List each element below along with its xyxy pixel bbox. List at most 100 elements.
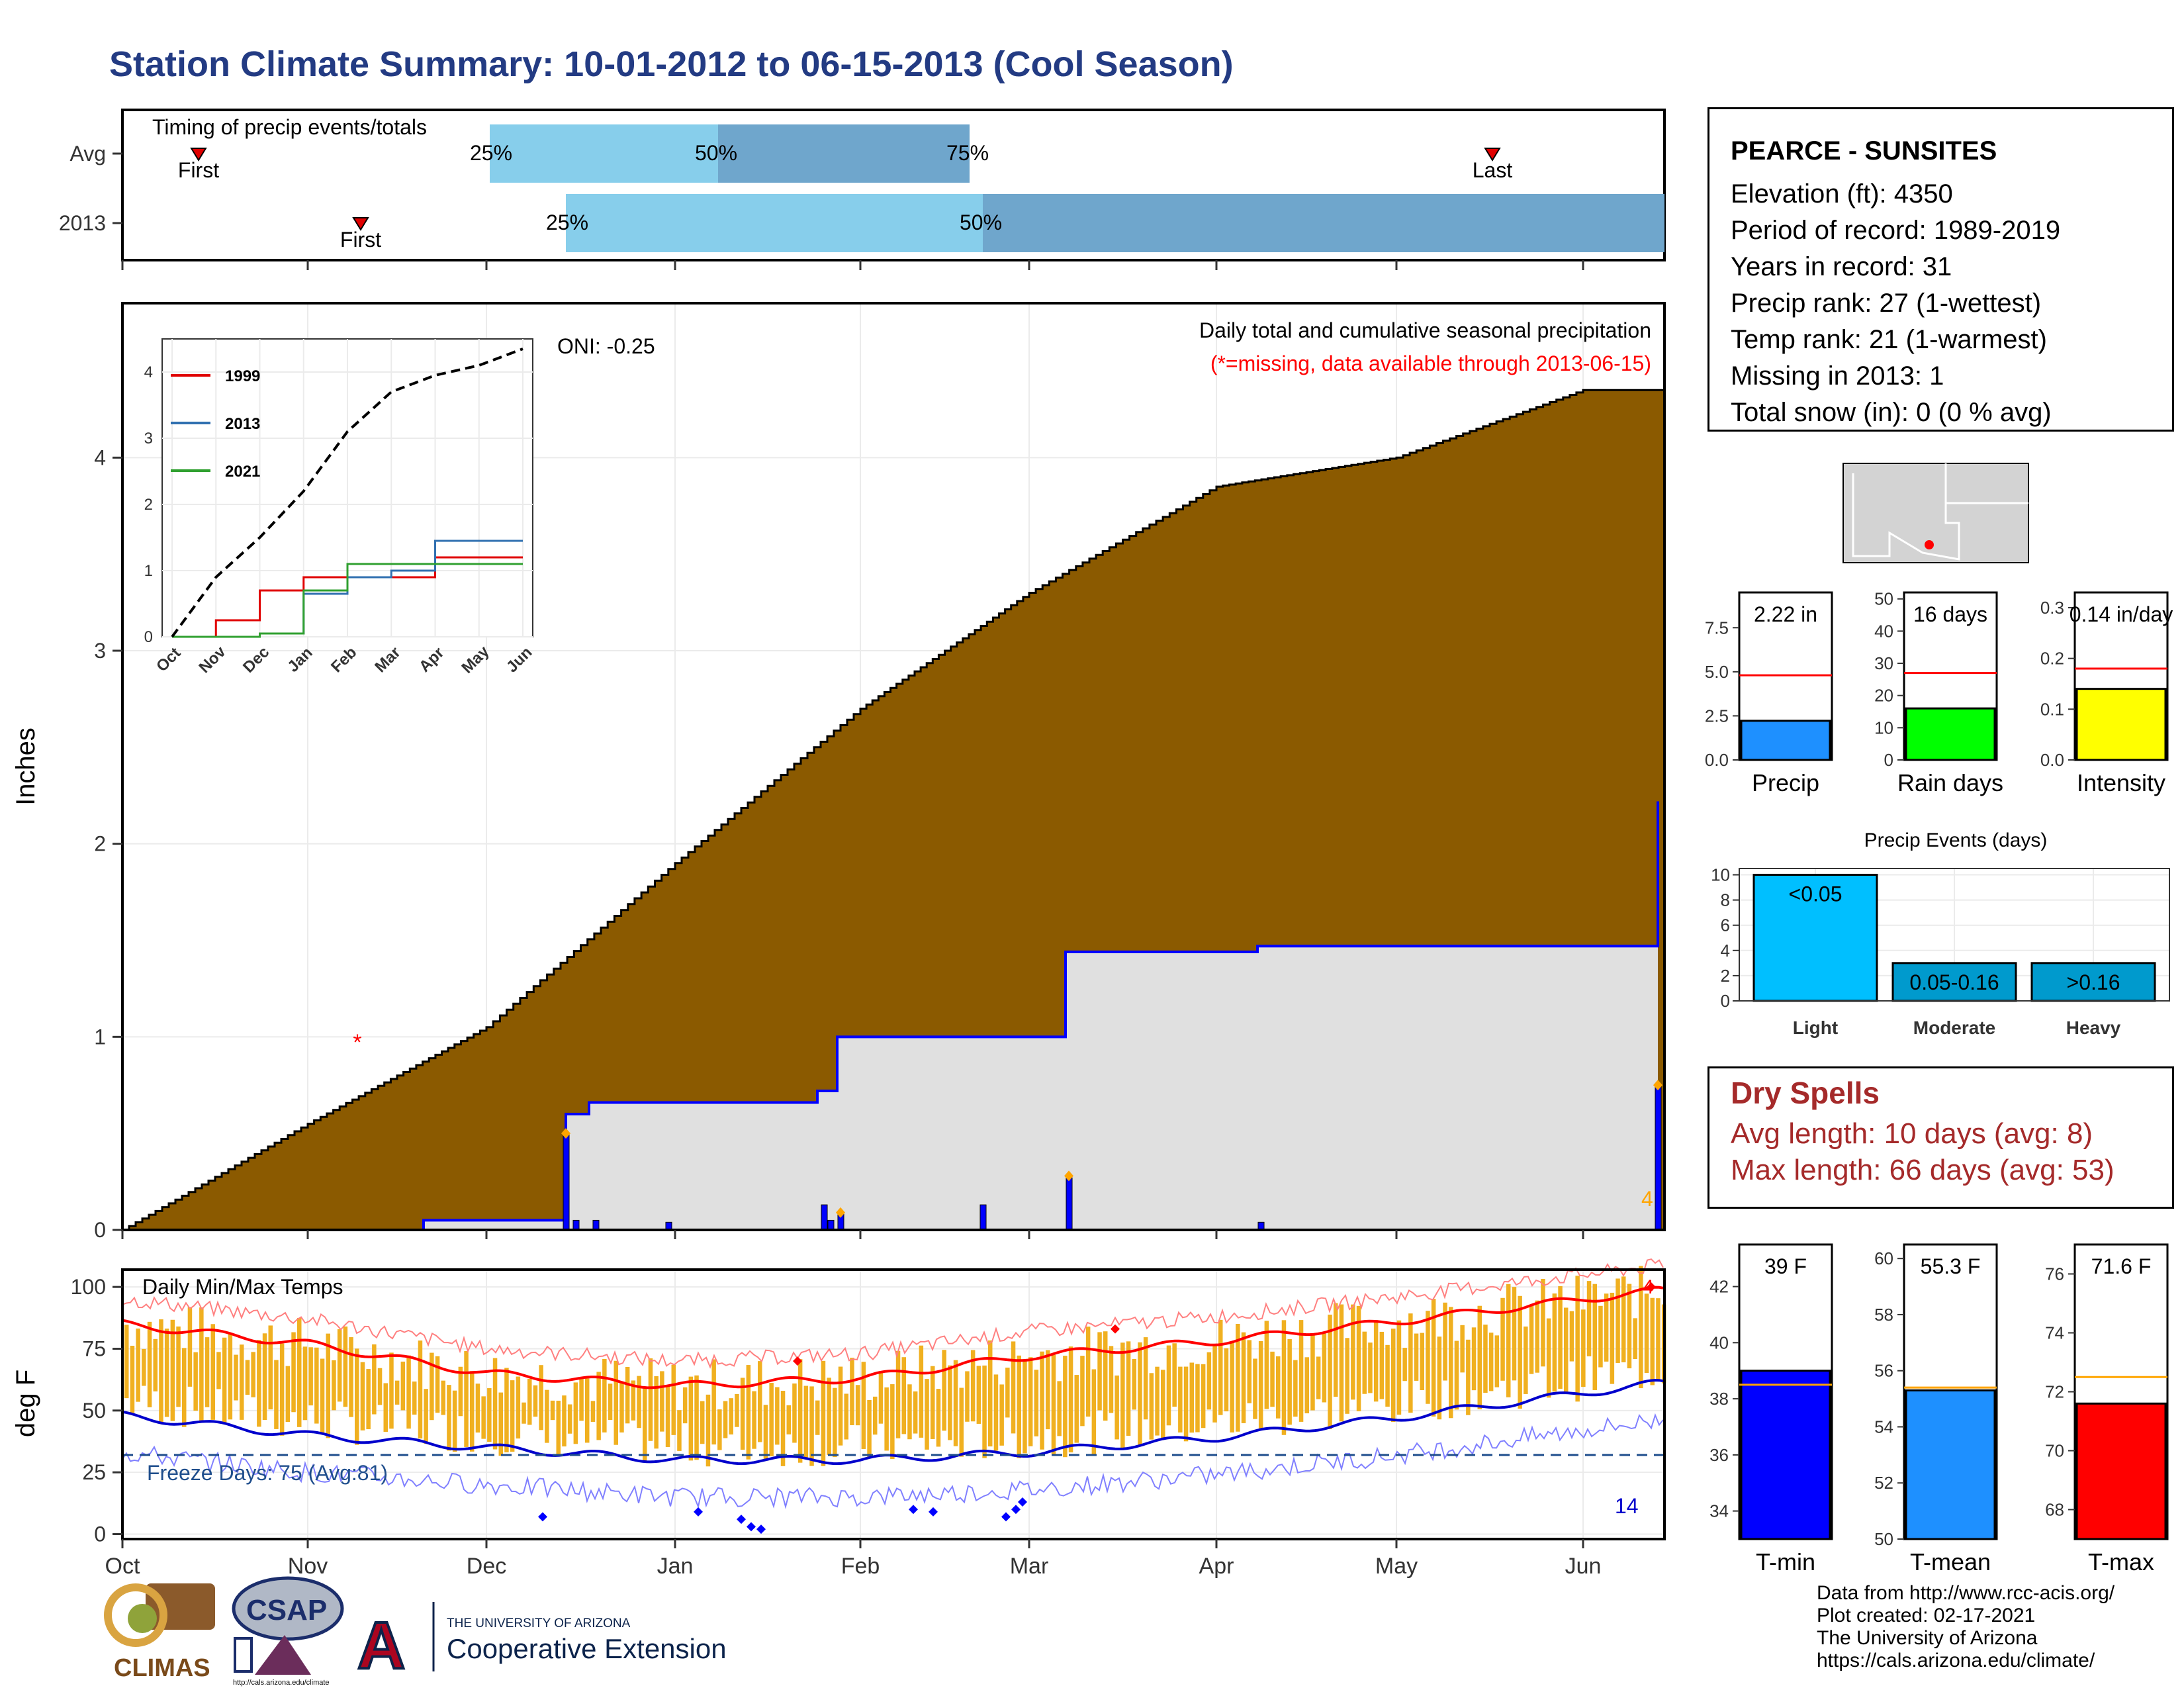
cumulative-2013-area (122, 946, 1658, 1230)
daily-temp-bar (1362, 1331, 1367, 1394)
daily-temp-bar (1068, 1346, 1073, 1453)
x-tick-label: Jun (1565, 1554, 1602, 1579)
inset-y-tick-label: 1 (144, 562, 153, 580)
daily-temp-bar (1449, 1307, 1453, 1419)
y-tick-label: 60 (1874, 1248, 1893, 1268)
max-event-marker (1064, 1170, 1073, 1182)
daily-temp-bar (1230, 1341, 1234, 1432)
daily-temp-bar (1120, 1342, 1125, 1450)
daily-temp-bar (1524, 1326, 1528, 1394)
credit-line: Data from http://www.rcc-acis.org/ (1817, 1582, 2115, 1604)
daily-temp-bar (665, 1385, 670, 1447)
climas-logo-text: CLIMAS (114, 1654, 210, 1682)
daily-temp-bar (1650, 1297, 1655, 1385)
daily-temp-bar (867, 1399, 872, 1458)
daily-temp-bar (619, 1382, 624, 1432)
daily-temp-bar (516, 1376, 521, 1439)
inset-series-line (172, 563, 523, 638)
record-low-marker (1018, 1497, 1027, 1507)
daily-temp-bar (1040, 1351, 1044, 1450)
events-frame (1739, 868, 2170, 1002)
daily-temp-bar (1322, 1333, 1327, 1403)
daily-temp-bar (389, 1352, 394, 1429)
daily-temp-bar (1575, 1276, 1580, 1402)
daily-temp-bar (873, 1396, 878, 1435)
daily-temp-bar (925, 1379, 929, 1450)
daily-temp-bar (850, 1358, 854, 1426)
bar-category-label: Precip (1752, 769, 1819, 796)
timing-band-25-50 (566, 194, 983, 252)
daily-temp-bar (475, 1383, 480, 1433)
daily-temps-chart: 0 25 50 75 100 Oct Nov Dec Jan Feb Mar Apr May Jun deg… (11, 1258, 1666, 1579)
daily-temp-bar (527, 1378, 532, 1425)
daily-temp-bar (1236, 1323, 1240, 1432)
daily-temp-bar (222, 1337, 227, 1423)
daily-temp-bar (688, 1376, 694, 1461)
daily-temp-bar (1097, 1332, 1102, 1411)
daily-temp-bar (285, 1366, 291, 1423)
daily-temp-bar (729, 1398, 733, 1434)
daily-temp-bar (585, 1378, 590, 1443)
timing-row-label: Avg (69, 142, 106, 165)
daily-temp-bar (643, 1387, 647, 1462)
daily-temp-bar (424, 1389, 428, 1444)
csap-url: http://cals.arizona.edu/climate (233, 1679, 330, 1687)
daily-temp-bar (1103, 1331, 1108, 1421)
bar-value-label: 39 F (1764, 1254, 1807, 1278)
panel-label: Daily Min/Max Temps (142, 1275, 343, 1299)
legend-label: 2013 (225, 415, 260, 433)
y-tick-label: 0 (1884, 750, 1893, 770)
daily-temp-bar (1155, 1366, 1160, 1436)
record-high-marker (793, 1356, 802, 1366)
daily-temp-bar (942, 1350, 946, 1431)
y-tick-label: 3 (94, 639, 106, 663)
daily-temp-bar (1437, 1336, 1442, 1420)
last-marker (1484, 148, 1501, 162)
daily-temp-bar (1166, 1345, 1171, 1426)
inset-y-tick-label: 4 (144, 363, 153, 381)
bar-category-label: T-max (2088, 1548, 2154, 1575)
daily-temp-bar (550, 1400, 555, 1421)
daily-temp-bar (895, 1350, 901, 1438)
first-marker (352, 217, 369, 231)
max-event-marker (1653, 1080, 1662, 1091)
event-bar (2030, 962, 2156, 1002)
first-label: First (340, 228, 381, 252)
daily-temp-bar (596, 1372, 601, 1440)
y-tick-label: 38 (1709, 1389, 1729, 1409)
daily-temp-bar (1334, 1303, 1338, 1397)
record-low-marker (909, 1505, 918, 1515)
daily-temp-bar (1488, 1333, 1494, 1391)
daily-temp-bar (394, 1380, 400, 1405)
daily-temp-bar (464, 1351, 469, 1447)
daily-temp-bar (625, 1366, 630, 1424)
daily-temp-bar (1402, 1348, 1407, 1382)
daily-temp-bar (1339, 1304, 1344, 1422)
daily-temp-bar (965, 1371, 970, 1422)
daily-temp-bar (948, 1365, 952, 1440)
daily-temp-bar (216, 1352, 221, 1389)
count-low: 14 (1615, 1494, 1639, 1518)
daily-temp-bar (1218, 1319, 1223, 1415)
timing-row-label: 2013 (59, 211, 106, 235)
daily-temp-bar (1109, 1346, 1114, 1413)
daily-temp-bar (257, 1340, 261, 1427)
daily-temp-bar (349, 1337, 353, 1417)
daily-temp-bar (251, 1352, 255, 1397)
daily-temp-bar (176, 1326, 181, 1407)
credit-line: The University of Arizona (1817, 1627, 2038, 1649)
daily-temp-bar (308, 1347, 313, 1406)
daily-temp-bar (1420, 1333, 1424, 1390)
station-line: Years in record: 31 (1731, 252, 1952, 281)
daily-temp-bar (124, 1325, 129, 1399)
dry-spells-avg: Avg length: 10 days (avg: 8) (1731, 1117, 2093, 1150)
daily-temp-bar (821, 1360, 826, 1466)
daily-temp-bar (1206, 1352, 1212, 1410)
daily-temp-bar (1569, 1311, 1574, 1362)
daily-temp-bar (1276, 1356, 1281, 1419)
credit-line: Plot created: 02-17-2021 (1817, 1605, 2036, 1626)
y-tick-label: 0 (1721, 991, 1730, 1011)
daily-temp-bar (447, 1385, 451, 1451)
timing-band-50-75 (983, 194, 1664, 252)
